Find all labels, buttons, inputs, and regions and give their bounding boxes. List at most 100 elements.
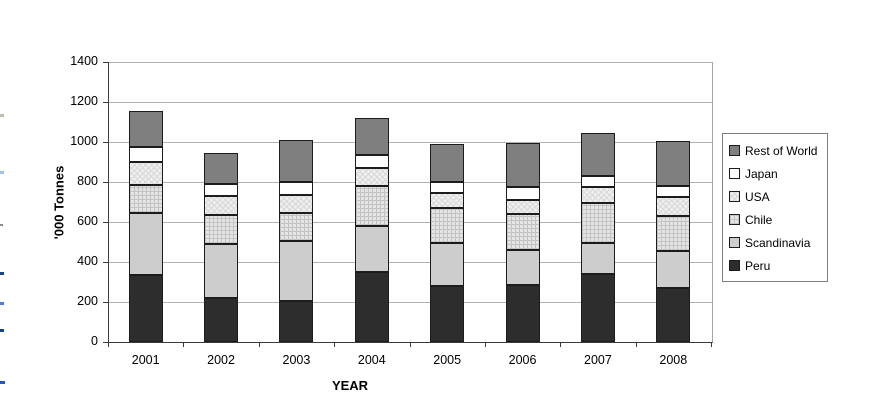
legend-label: USA [745,189,770,204]
bar-segment-usa [430,193,465,208]
y-tick-label: 1000 [70,134,98,148]
left-edge-artifact [0,272,4,275]
bar-segment-peru [505,285,540,342]
y-tick-label: 600 [77,214,98,228]
y-tick-label: 200 [77,294,98,308]
x-tick-label: 2008 [659,353,688,367]
bar-segment-row [580,133,615,176]
y-tick-label: 800 [77,174,98,188]
y-tick-label: 1400 [70,54,98,68]
legend-label: Rest of World [745,143,818,158]
bar-segment-japan [656,186,691,197]
plot-area [108,62,713,343]
bar-segment-scandinavia [354,226,389,272]
left-edge-artifact [0,302,4,305]
bar-segment-japan [204,184,239,196]
legend-label: Japan [745,166,778,181]
bar-segment-chile [279,213,314,241]
bar-segment-japan [430,182,465,193]
bar-segment-row [656,141,691,186]
bar-segment-japan [505,187,540,200]
bar-segment-peru [430,286,465,342]
bar-segment-scandinavia [505,250,540,285]
y-axis-tick [103,62,108,63]
bar-segment-japan [580,176,615,187]
bar-segment-usa [656,197,691,216]
x-tick-label: 2001 [131,353,160,367]
bar-segment-japan [128,147,163,162]
legend-swatch-chile [729,214,740,225]
x-axis-tick [484,343,486,347]
x-tick-label: 2002 [207,353,235,367]
bar-segment-peru [580,274,615,342]
bar-segment-row [128,111,163,147]
x-tick-label: 2004 [357,353,386,367]
left-edge-artifact [0,329,4,332]
bar-segment-japan [354,155,389,168]
bar-segment-chile [580,203,615,243]
left-edge-artifact [0,114,4,117]
legend-item: Scandinavia [729,231,824,254]
bar-segment-row [430,144,465,182]
gridline [109,262,712,263]
bar-segment-usa [505,200,540,214]
bar-segment-peru [656,288,691,342]
bar-segment-chile [505,214,540,250]
x-axis-tick [409,343,411,347]
y-axis-tick [103,342,108,343]
y-axis-tick [103,182,108,183]
gridline [109,302,712,303]
y-axis-tick [103,262,108,263]
y-axis-tick [103,102,108,103]
bar-segment-chile [128,185,163,213]
bar-segment-peru [279,301,314,342]
bar-segment-usa [279,195,314,213]
legend-item: Chile [729,208,824,231]
bar-segment-chile [354,186,389,226]
legend: Rest of World Japan USA Chile Scandinavia Per… [722,133,828,282]
bar-segment-usa [580,187,615,203]
bar-segment-scandinavia [204,244,239,298]
legend-swatch-usa [729,191,740,202]
legend-swatch-japan [729,168,740,179]
legend-item: Japan [729,162,824,185]
legend-swatch-scandinavia [729,237,740,248]
bar-segment-scandinavia [128,213,163,275]
x-tick-label: 2003 [282,353,311,367]
legend-swatch-row [729,145,740,156]
bar-segment-chile [430,208,465,243]
gridline [109,62,712,63]
left-edge-artifact [0,171,4,174]
gridline [109,142,712,143]
left-edge-artifact [0,381,5,384]
x-axis-tick [183,343,185,347]
bar-segment-scandinavia [430,243,465,286]
bar-segment-chile [204,215,239,244]
legend-label: Chile [745,212,773,227]
legend-item: USA [729,185,824,208]
y-axis-tick [103,222,108,223]
y-axis-tick [103,142,108,143]
bar-segment-usa [204,196,239,215]
y-tick-label: 1200 [70,94,98,108]
bar-segment-scandinavia [580,243,615,274]
y-tick-label: 400 [77,254,98,268]
bar-segment-row [204,153,239,184]
bar-segment-peru [354,272,389,342]
legend-label: Scandinavia [745,235,811,250]
bar-segment-scandinavia [279,241,314,301]
bar-segment-scandinavia [656,251,691,288]
x-tick-label: 2007 [584,353,612,367]
x-axis-tick [108,343,109,347]
x-tick-label: 2006 [508,353,537,367]
bar-segment-row [279,140,314,182]
bar-segment-chile [656,216,691,251]
legend-item: Rest of World [729,139,824,162]
gridline [109,222,712,223]
bar-segment-row [505,143,540,187]
bar-segment-row [354,118,389,155]
gridline [109,102,712,103]
bar-segment-peru [204,298,239,342]
gridline [109,182,712,183]
